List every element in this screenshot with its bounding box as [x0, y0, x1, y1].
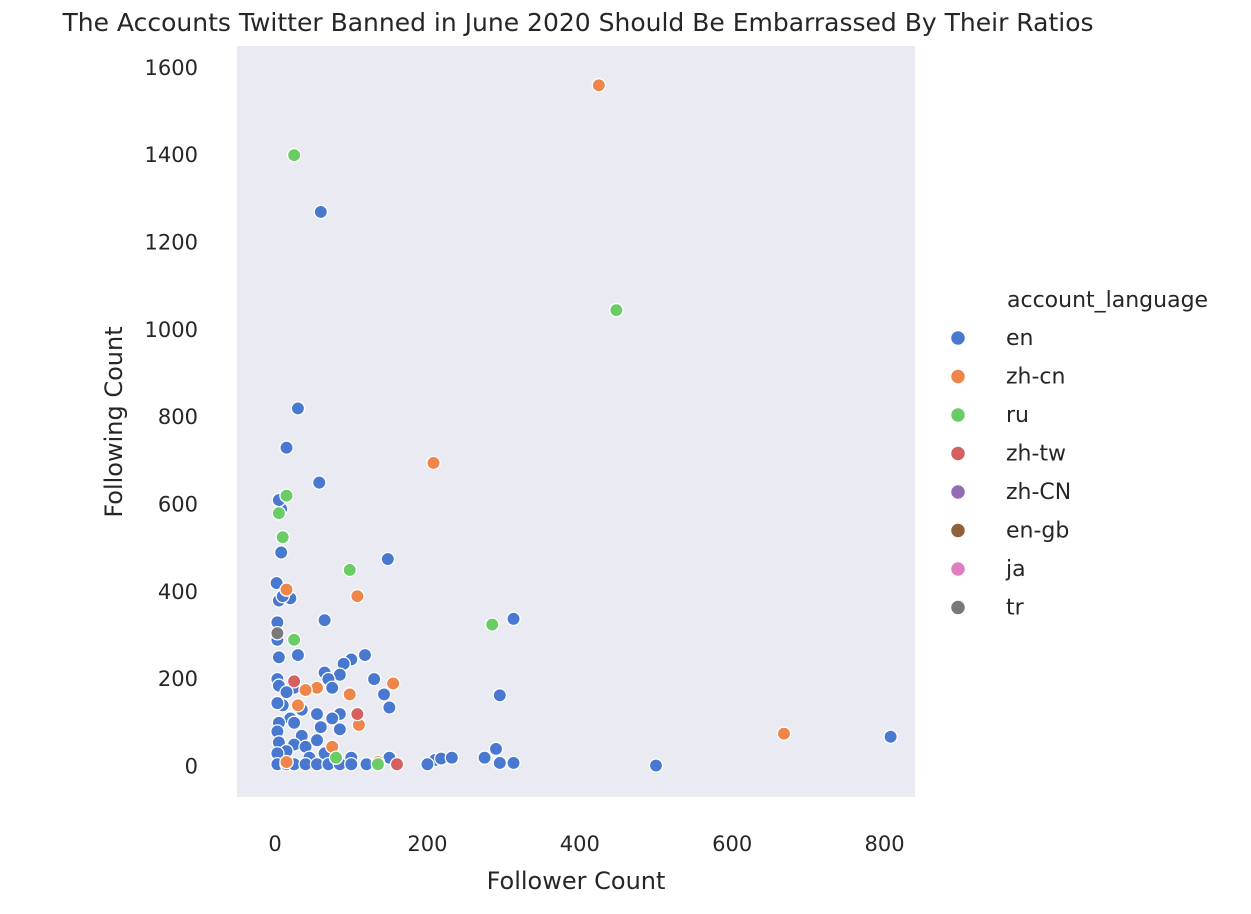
point-en-32	[492, 688, 508, 703]
point-zh-cn-4	[350, 588, 365, 604]
point-ru-9	[328, 750, 344, 765]
point-en-69	[344, 757, 359, 772]
point-en-42	[286, 715, 302, 731]
y-tick-label-800: 800	[158, 405, 198, 429]
y-tick-label-1600: 1600	[145, 56, 198, 80]
plot-area	[237, 46, 915, 797]
point-en-45	[332, 722, 348, 737]
legend-marker-en-gb	[949, 522, 967, 539]
chart-title: The Accounts Twitter Banned in June 2020…	[61, 8, 1093, 37]
point-en-71	[420, 757, 435, 772]
legend-items: en zh-cn ru zh-tw zh-CN en-gb ja tr	[949, 326, 1071, 621]
point-zh-tw-3	[389, 757, 405, 772]
point-ru-6	[342, 562, 357, 578]
y-tick-label-200: 200	[158, 667, 198, 691]
point-en-40	[324, 711, 340, 726]
point-en-61	[488, 741, 504, 757]
point-en-37	[309, 706, 325, 722]
legend-marker-zh-cn	[949, 368, 967, 385]
point-en-30	[279, 684, 294, 700]
point-ru-4	[271, 505, 287, 521]
legend-label-en: en	[1006, 326, 1033, 351]
x-tick-label-200: 200	[407, 832, 447, 856]
x-axis-ticks: 0 200 400 600 800	[268, 832, 904, 856]
point-en-7	[273, 545, 289, 560]
point-en-2	[290, 401, 306, 416]
points-layer	[269, 78, 898, 773]
y-tick-label-0: 0	[185, 754, 198, 778]
point-ru-8	[286, 632, 302, 648]
legend-label-en-gb: en-gb	[1006, 519, 1069, 544]
point-zh-cn-2	[426, 455, 441, 471]
legend-marker-zh-tw	[949, 445, 967, 462]
point-en-73	[506, 755, 521, 771]
x-axis-label: Follower Count	[487, 867, 666, 895]
legend-label-ru: ru	[1006, 403, 1029, 428]
point-en-19	[357, 647, 373, 663]
point-zh-cn-5	[385, 676, 401, 691]
point-zh-cn-8	[342, 687, 357, 702]
point-en-29	[324, 680, 340, 696]
point-en-74	[648, 758, 664, 773]
legend-marker-en	[949, 329, 967, 347]
point-en-72	[492, 755, 508, 771]
y-axis-label: Following Count	[100, 326, 128, 517]
point-zh-cn-9	[290, 698, 306, 713]
point-tr-1	[270, 626, 285, 641]
point-ru-7	[484, 617, 500, 632]
point-en-47	[309, 732, 325, 748]
point-en-9	[269, 575, 284, 591]
point-ru-10	[370, 757, 386, 772]
point-en-18	[290, 647, 306, 663]
x-tick-label-800: 800	[864, 832, 904, 856]
point-zh-cn-12	[279, 754, 294, 770]
legend-marker-ja	[949, 560, 967, 578]
legend: account_language en zh-cn ru zh-tw zh-CN en-g…	[949, 288, 1208, 621]
legend-marker-zh-CN	[949, 483, 967, 501]
legend-label-ja: ja	[1005, 557, 1026, 582]
point-en-3	[279, 440, 294, 455]
legend-marker-ru	[949, 406, 967, 424]
legend-title: account_language	[1007, 288, 1208, 313]
point-en-75	[883, 729, 898, 745]
y-tick-label-1000: 1000	[145, 318, 198, 342]
point-ru-5	[275, 529, 290, 545]
legend-label-tr: tr	[1006, 596, 1025, 621]
point-ru-2	[609, 302, 624, 318]
point-en-31	[376, 687, 392, 702]
legend-label-zh-cn: zh-cn	[1006, 365, 1065, 390]
y-tick-label-1200: 1200	[145, 230, 198, 254]
point-zh-cn-14	[776, 726, 792, 741]
point-en-43	[313, 719, 329, 735]
point-zh-cn-1	[591, 78, 607, 93]
point-en-14	[506, 611, 521, 627]
point-en-4	[312, 475, 327, 490]
point-zh-cn-3	[279, 582, 294, 597]
y-axis-ticks: 0 200 400 600 800 1000 1200 1400 1600	[145, 56, 198, 779]
point-ru-1	[286, 147, 302, 163]
legend-label-zh-CN: zh-CN	[1006, 480, 1071, 505]
point-zh-cn-7	[298, 682, 313, 698]
x-tick-label-400: 400	[560, 832, 600, 856]
point-ru-3	[279, 488, 294, 503]
x-tick-label-600: 600	[712, 832, 752, 856]
legend-label-zh-tw: zh-tw	[1006, 442, 1066, 467]
x-tick-label-0: 0	[268, 832, 281, 856]
point-en-1	[313, 204, 329, 220]
point-zh-tw-2	[350, 706, 365, 722]
y-tick-label-1400: 1400	[145, 143, 198, 167]
y-tick-label-600: 600	[158, 492, 198, 516]
y-tick-label-400: 400	[158, 580, 198, 604]
legend-marker-tr	[949, 599, 967, 616]
point-en-25	[366, 671, 382, 687]
point-en-60	[477, 750, 492, 765]
point-en-34	[270, 695, 285, 711]
point-en-36	[382, 700, 397, 715]
point-en-13	[317, 612, 332, 628]
point-en-17	[271, 650, 287, 665]
point-en-59	[444, 750, 460, 765]
point-en-8	[380, 551, 396, 567]
point-zh-tw-1	[286, 674, 302, 689]
